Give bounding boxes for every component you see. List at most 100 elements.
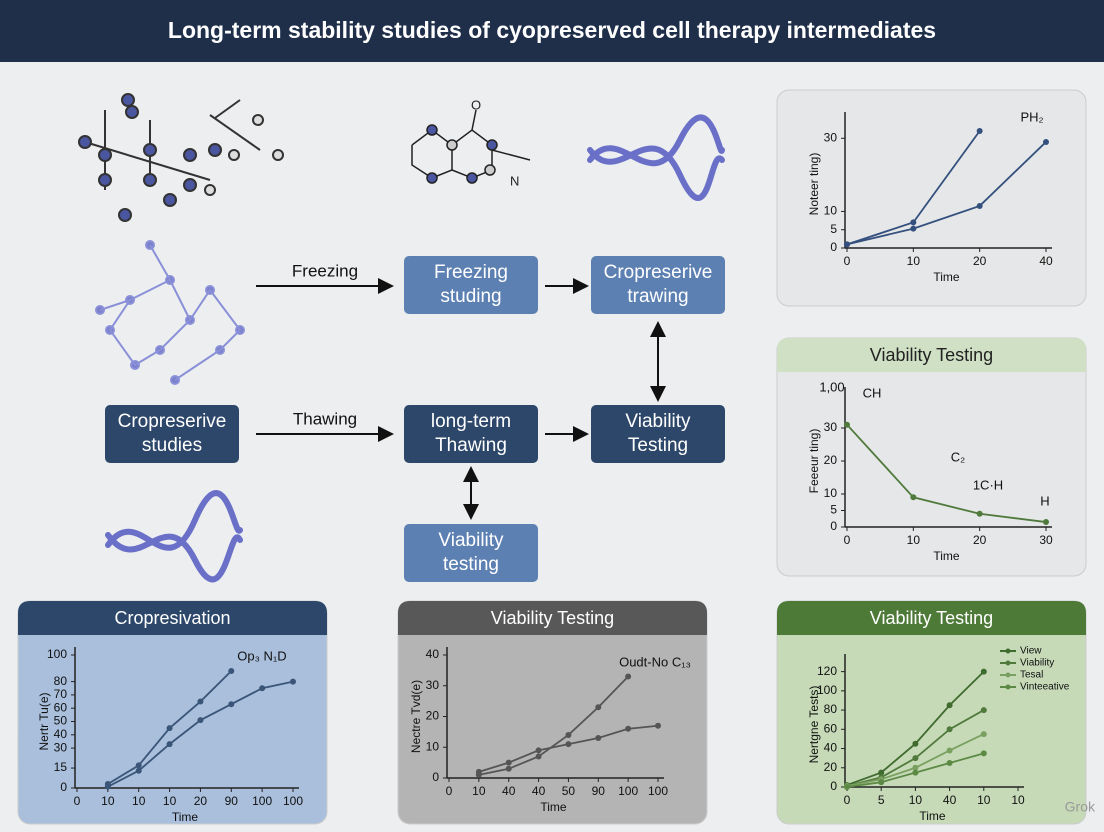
- node: Viability Testing: [591, 405, 725, 463]
- annotation: CH: [863, 385, 882, 400]
- node-box: [105, 405, 239, 463]
- node-label: trawing: [627, 286, 688, 307]
- y-tick-label: 40: [426, 647, 440, 661]
- chart-title: Viability Testing: [491, 608, 614, 628]
- point: [976, 202, 983, 209]
- x-tick-label: 30: [1039, 533, 1053, 547]
- annotation: H: [1040, 493, 1049, 508]
- node-label: Cropreserive: [604, 262, 713, 283]
- x-tick-label: 100: [648, 784, 668, 798]
- node-label: Viability: [625, 411, 691, 432]
- point: [595, 735, 602, 742]
- point: [197, 698, 204, 705]
- y-tick-label: 30: [824, 420, 838, 434]
- x-tick-label: 10: [163, 794, 177, 808]
- x-tick-label: 100: [618, 784, 638, 798]
- node-label: Thawing: [435, 435, 507, 456]
- edge-label: Freezing: [292, 261, 358, 280]
- annotation: PH₂: [1020, 109, 1043, 124]
- x-axis-label: Time: [540, 800, 567, 814]
- x-tick-label: 0: [74, 794, 81, 808]
- x-tick-label: 0: [446, 784, 453, 798]
- y-tick-label: 40: [54, 727, 68, 741]
- y-tick-label: 60: [54, 700, 68, 714]
- y-tick-label: 20: [426, 709, 440, 723]
- legend-marker: [1005, 684, 1011, 690]
- y-tick-label: 30: [426, 678, 440, 692]
- x-tick-label: 40: [1039, 254, 1053, 268]
- legend-marker: [1005, 648, 1011, 654]
- y-tick-label: 0: [432, 770, 439, 784]
- molecule: [95, 240, 245, 385]
- point: [104, 783, 111, 790]
- y-tick-label: 10: [426, 739, 440, 753]
- annotation: 1,00: [819, 379, 844, 394]
- legend-marker: [1005, 672, 1011, 678]
- node-box: [404, 524, 538, 582]
- y-axis-label: Nertr Tu(e): [37, 692, 51, 750]
- legend-marker: [1005, 660, 1011, 666]
- series-line: [478, 675, 629, 776]
- legend-label: Vinteeative: [1020, 682, 1070, 693]
- point: [980, 731, 987, 738]
- panel-header: [18, 601, 327, 635]
- y-tick-label: 10: [824, 204, 838, 218]
- chart-panel: Viability Testing 0 5 10 20 30 0 10 20 30 Time Feee…: [776, 337, 1087, 577]
- x-tick-label: 10: [472, 784, 486, 798]
- node-label: Testing: [628, 435, 688, 456]
- point: [946, 726, 953, 733]
- x-tick-label: 0: [844, 533, 851, 547]
- node: Freezing studing: [404, 256, 538, 314]
- point: [228, 667, 235, 674]
- point: [946, 759, 953, 766]
- x-tick-label: 40: [502, 784, 516, 798]
- x-tick-label: 0: [844, 793, 851, 807]
- series-line: [846, 141, 1047, 246]
- x-tick-label: 50: [562, 784, 576, 798]
- point: [625, 725, 632, 732]
- y-tick-label: 5: [830, 222, 837, 236]
- point: [565, 741, 572, 748]
- y-tick-label: 120: [817, 664, 837, 678]
- y-tick-label: 50: [54, 714, 68, 728]
- y-tick-label: 80: [824, 702, 838, 716]
- y-tick-label: 0: [60, 780, 67, 794]
- node-label: Viability: [438, 530, 504, 551]
- node: long-term Thawing: [404, 405, 538, 463]
- y-tick-label: 20: [824, 453, 838, 467]
- point: [980, 668, 987, 675]
- point: [912, 764, 919, 771]
- annotation: 1C·H: [973, 477, 1003, 492]
- legend-label: Viability: [1020, 658, 1054, 669]
- point: [844, 241, 850, 248]
- point: [910, 219, 917, 226]
- edge-label: Thawing: [293, 409, 357, 428]
- y-tick-label: 5: [830, 503, 837, 517]
- node-label: long-term: [431, 411, 511, 432]
- y-axis-label: Feeeur ting): [807, 429, 821, 494]
- legend-label: View: [1020, 646, 1042, 657]
- charts: 0 5 10 30 0 10 20 40 Time Noteer ting) PH₂ Viabilit…: [17, 89, 1087, 825]
- dna-helix: [587, 114, 725, 201]
- y-tick-label: 60: [824, 721, 838, 735]
- watermark: Grok: [1065, 799, 1096, 815]
- point: [565, 731, 572, 738]
- point: [980, 750, 987, 757]
- point: [197, 717, 204, 724]
- panel-header: [777, 338, 1086, 372]
- point: [166, 741, 173, 748]
- point: [912, 740, 919, 747]
- molecule: O N: [411, 97, 531, 188]
- point: [878, 769, 885, 776]
- point: [878, 779, 885, 786]
- point: [228, 701, 235, 708]
- x-tick-label: 100: [283, 794, 303, 808]
- point: [912, 755, 919, 762]
- svg-text:O: O: [471, 97, 481, 112]
- x-tick-label: 10: [132, 794, 146, 808]
- node-label: Cropreserive: [118, 411, 227, 432]
- point: [655, 722, 661, 729]
